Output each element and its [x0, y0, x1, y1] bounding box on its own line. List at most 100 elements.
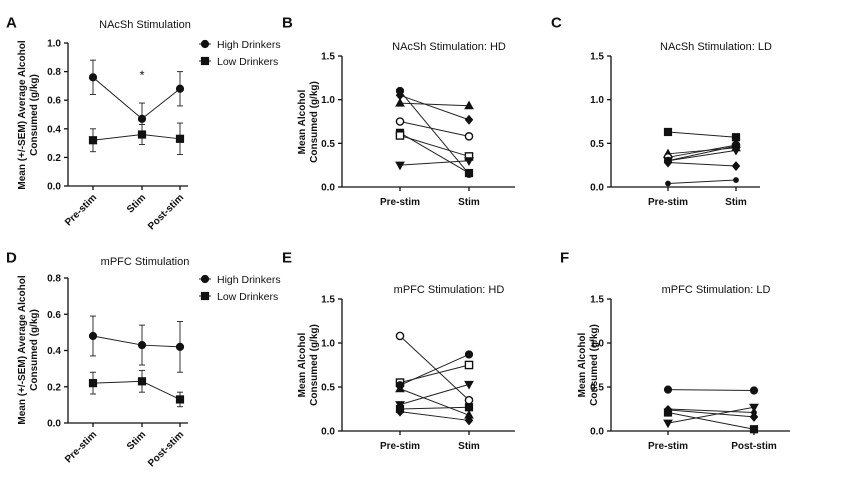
series-line: [667, 144, 737, 158]
y-tick-label: 0.6: [47, 310, 61, 321]
series-subject-2: [395, 360, 474, 387]
y-tick-label: 1.5: [321, 295, 335, 306]
legend-label: Low Drinkers: [217, 56, 278, 68]
y-axis-label-line: Consumed (g/kg): [589, 324, 600, 406]
series-line: [667, 162, 737, 167]
data-point: [663, 419, 673, 429]
x-tick-label: Pre-stim: [63, 429, 99, 465]
y-tick-label: 0.4: [47, 346, 61, 357]
data-point: [395, 383, 405, 393]
legend-item: High Drinkers: [199, 39, 281, 51]
data-point: [464, 157, 474, 167]
data-point: [395, 117, 405, 126]
data-point: [731, 133, 741, 142]
y-tick-label: 0.5: [321, 383, 335, 394]
y-axis-label-line: Mean (+/-SEM) Average Alcohol: [17, 275, 28, 424]
series-line: [399, 132, 470, 174]
y-tick-label: 0.5: [590, 383, 604, 394]
y-tick-label: 0.2: [47, 153, 61, 164]
series-high-drinkers: [88, 59, 185, 136]
panel-label: D: [6, 249, 17, 266]
x-tick-label: Post-stim: [146, 429, 186, 469]
data-point: [733, 177, 739, 183]
y-tick-label: 1.0: [590, 339, 604, 350]
series-subject-6: [663, 157, 741, 172]
data-point: [464, 114, 474, 125]
data-point: [663, 127, 673, 137]
x-tick-label: Stim: [125, 192, 148, 215]
data-point: [464, 350, 474, 359]
x-tick-label: Pre-stim: [63, 192, 99, 228]
y-tick-label: 1.0: [321, 95, 335, 106]
data-point: [175, 134, 185, 143]
series-subject-2: [395, 90, 474, 125]
data-point: [749, 425, 759, 434]
chart-title: NAcSh Stimulation: [99, 19, 191, 31]
data-point: [464, 403, 474, 412]
series-line: [399, 121, 470, 137]
series-line: [667, 131, 737, 138]
y-axis-label: Mean (+/-SEM) Average AlcoholConsumed (g…: [17, 275, 40, 424]
y-tick-label: 0.0: [47, 419, 61, 430]
y-tick-label: 1.5: [590, 295, 604, 306]
data-point: [464, 168, 474, 178]
data-point: [88, 73, 98, 82]
series-subject-3: [395, 350, 474, 390]
series-subject-6: [395, 403, 474, 414]
series-line: [92, 134, 181, 141]
y-tick-label: 0.6: [47, 96, 61, 107]
series-line: [399, 406, 470, 410]
panel-label: F: [560, 249, 569, 266]
data-point: [175, 84, 185, 93]
y-axis-label-line: Consumed (g/kg): [309, 81, 320, 163]
data-point: [663, 385, 673, 394]
series-line: [667, 406, 755, 424]
data-point: [137, 114, 147, 123]
y-axis-label: Mean (+/-SEM) Average AlcoholConsumed (g…: [17, 40, 40, 189]
y-tick-label: 1.5: [590, 52, 604, 63]
y-tick-label: 0.0: [590, 427, 604, 438]
panel-label: C: [551, 14, 562, 31]
series-line: [667, 149, 737, 162]
y-tick-label: 0.8: [47, 67, 61, 78]
y-axis-label-line: Consumed (g/kg): [29, 309, 40, 391]
series-line: [399, 383, 470, 406]
series-line: [399, 335, 470, 401]
data-point: [175, 395, 185, 404]
x-tick-label: Stim: [458, 197, 480, 208]
series-subject-3: [663, 404, 759, 422]
y-tick-label: 0.0: [590, 183, 604, 194]
series-line: [399, 134, 470, 157]
chart-title: mPFC Stimulation: LD: [662, 284, 771, 296]
series-line: [667, 145, 737, 162]
data-point: [464, 415, 474, 426]
legend-marker: [200, 274, 210, 284]
legend-label: High Drinkers: [217, 274, 281, 286]
x-tick-label: Stim: [458, 441, 480, 452]
series-subject-1: [395, 86, 474, 178]
legend-marker: [200, 291, 210, 301]
chart-title: NAcSh Stimulation: LD: [660, 41, 772, 53]
data-point: [137, 340, 147, 350]
y-axis-label-line: Mean Alcohol: [577, 332, 588, 397]
y-tick-label: 0.5: [321, 139, 335, 150]
legend-marker: [200, 39, 210, 49]
series-line: [399, 411, 470, 421]
series-subject-1: [663, 385, 759, 395]
series-subject-4: [395, 117, 474, 141]
series-subject-7: [665, 177, 739, 187]
data-point: [88, 331, 98, 341]
data-point: [395, 331, 405, 341]
y-tick-label: 0.4: [47, 124, 61, 135]
series-line: [92, 76, 181, 120]
y-tick-label: 1.5: [321, 52, 335, 63]
data-point: [663, 157, 673, 168]
series-subject-4: [395, 383, 474, 419]
y-tick-label: 1.0: [590, 95, 604, 106]
y-axis-label-line: Mean Alcohol: [297, 89, 308, 154]
panel-label: E: [282, 249, 292, 266]
significance-marker: *: [139, 67, 144, 82]
